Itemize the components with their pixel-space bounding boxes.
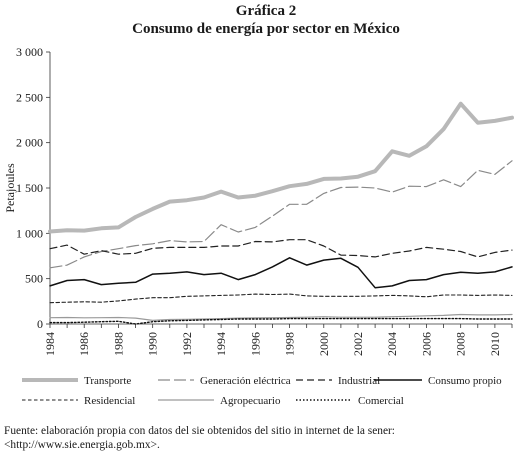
x-tick-label: 2010 bbox=[488, 332, 502, 356]
x-tick-label: 1996 bbox=[248, 332, 262, 356]
legend-label: Generación eléctrica bbox=[200, 375, 291, 387]
series-line-transporte bbox=[48, 101, 514, 234]
chart-subtitle: Consumo de energía por sector en México bbox=[132, 21, 400, 37]
x-tick-label: 2008 bbox=[454, 332, 468, 356]
x-tick-label: 1984 bbox=[43, 332, 57, 356]
series-line-comercial bbox=[49, 317, 513, 325]
series-line-industrial bbox=[49, 239, 513, 258]
chart-titles: Gráfica 2 Consumo de energía por sector … bbox=[0, 2, 532, 38]
legend-label: Residencial bbox=[84, 395, 135, 407]
x-tick-label: 2006 bbox=[419, 332, 433, 356]
x-tick-label: 2004 bbox=[385, 332, 399, 356]
legend-label: Transporte bbox=[84, 375, 131, 387]
y-axis-label: Petajoules bbox=[3, 163, 17, 213]
legend-label: Comercial bbox=[358, 395, 404, 407]
y-tick-label: 1 000 bbox=[16, 226, 43, 240]
source-note: Fuente: elaboración propia con datos del… bbox=[4, 425, 395, 451]
y-tick-label: 3 000 bbox=[16, 45, 43, 59]
legend-label: Industrial bbox=[338, 375, 380, 387]
series-line-consumo-propio bbox=[49, 257, 513, 289]
y-tick-label: 500 bbox=[25, 272, 43, 286]
series-line-residencial bbox=[49, 293, 513, 304]
line-chart: 0 500 1 000 1 500 2 000 2 500 3 000 Petajoules 1… bbox=[3, 45, 514, 407]
y-tick-label: 1 500 bbox=[16, 181, 43, 195]
x-tick-label: 1992 bbox=[180, 332, 194, 356]
y-tick-label: 2 500 bbox=[16, 90, 43, 104]
legend-label: Consumo propio bbox=[428, 375, 502, 387]
x-tick-label: 1990 bbox=[146, 332, 160, 356]
x-tick-label: 2002 bbox=[351, 332, 365, 356]
x-tick-label: 1988 bbox=[111, 332, 125, 356]
series-line-generaci-n-el-ctrica bbox=[49, 160, 513, 269]
x-tick-label: 2000 bbox=[317, 332, 331, 356]
y-tick-label: 0 bbox=[37, 317, 43, 331]
chart-title: Gráfica 2 bbox=[235, 3, 297, 19]
legend-label: Agropecuario bbox=[220, 395, 281, 407]
x-tick-label: 1998 bbox=[283, 332, 297, 356]
series-line-agropecuario bbox=[49, 313, 513, 321]
x-tick-label: 1986 bbox=[77, 332, 91, 356]
x-tick-label: 1994 bbox=[214, 332, 228, 356]
y-tick-label: 2 000 bbox=[16, 136, 43, 150]
